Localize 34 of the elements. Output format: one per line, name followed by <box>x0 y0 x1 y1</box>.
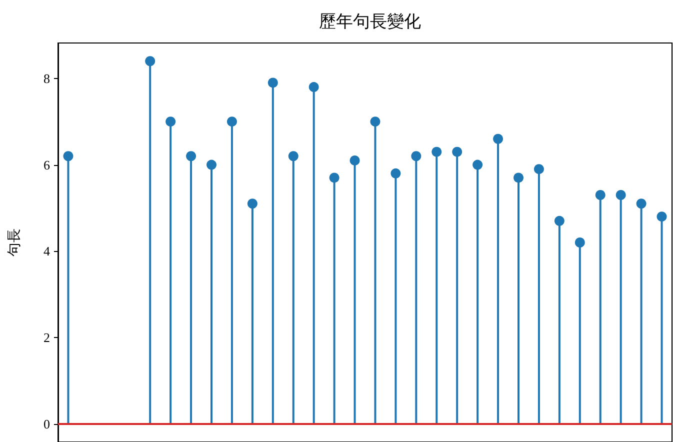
point <box>595 190 606 200</box>
point <box>554 216 564 226</box>
y-tick-label: 4 <box>44 244 50 259</box>
point <box>145 56 156 66</box>
point <box>329 172 340 183</box>
point <box>514 172 524 183</box>
y-tick-label: 8 <box>44 70 50 86</box>
point <box>288 151 298 162</box>
point <box>636 198 646 209</box>
point <box>574 238 585 248</box>
point <box>370 116 380 127</box>
point <box>247 198 258 209</box>
point <box>411 151 422 162</box>
point <box>63 151 74 162</box>
chart-title: 歷年句長變化 <box>319 12 421 31</box>
point <box>616 190 626 200</box>
point <box>656 212 667 222</box>
point <box>390 168 401 178</box>
y-tick-label: 2 <box>44 330 50 345</box>
point <box>186 151 196 162</box>
point <box>206 160 216 170</box>
y-tick-label: 0 <box>44 416 50 432</box>
point <box>452 146 462 157</box>
y-tick-label: 6 <box>44 157 50 172</box>
y-axis-title: 句長 <box>6 228 22 256</box>
point <box>166 116 176 127</box>
point <box>308 82 319 92</box>
point <box>350 155 360 166</box>
point <box>534 164 544 174</box>
point <box>472 160 483 170</box>
point <box>493 134 504 144</box>
point <box>432 146 442 157</box>
point <box>268 78 278 88</box>
point <box>226 116 237 127</box>
